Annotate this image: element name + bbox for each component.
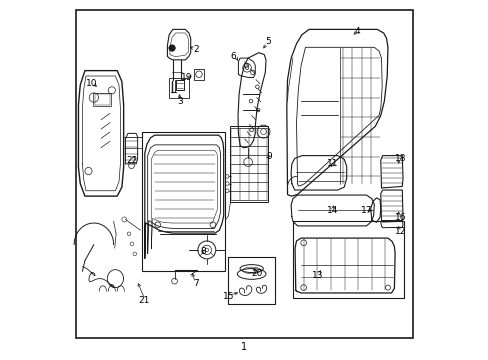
Text: 20: 20 [251, 269, 262, 278]
Text: 11: 11 [326, 159, 337, 168]
Text: 14: 14 [326, 206, 337, 215]
Text: 17: 17 [360, 206, 371, 215]
Bar [169, 78, 188, 98]
Text: 1: 1 [241, 342, 247, 352]
Circle shape [168, 45, 175, 51]
Text: 19: 19 [181, 73, 192, 82]
Text: 15: 15 [222, 292, 234, 301]
Text: 10: 10 [86, 79, 98, 88]
Bar [94, 94, 109, 105]
Text: 6: 6 [230, 52, 236, 61]
Bar [292, 221, 403, 298]
Text: 7: 7 [193, 279, 199, 288]
Text: 2: 2 [193, 45, 199, 54]
Text: 18: 18 [394, 154, 406, 163]
Text: 22: 22 [125, 156, 137, 165]
Text: 21: 21 [138, 296, 149, 305]
Text: 3: 3 [177, 96, 183, 105]
Text: 9: 9 [266, 152, 272, 161]
Bar [193, 69, 204, 80]
Bar [142, 132, 224, 271]
Text: 12: 12 [394, 228, 406, 237]
Text: 4: 4 [354, 27, 360, 36]
Bar [229, 126, 267, 202]
Bar [228, 257, 274, 304]
Bar [176, 80, 184, 90]
Text: 5: 5 [264, 37, 270, 46]
Bar [93, 93, 111, 107]
Text: 13: 13 [312, 270, 323, 279]
Text: 8: 8 [200, 247, 206, 256]
Text: 16: 16 [394, 213, 406, 222]
